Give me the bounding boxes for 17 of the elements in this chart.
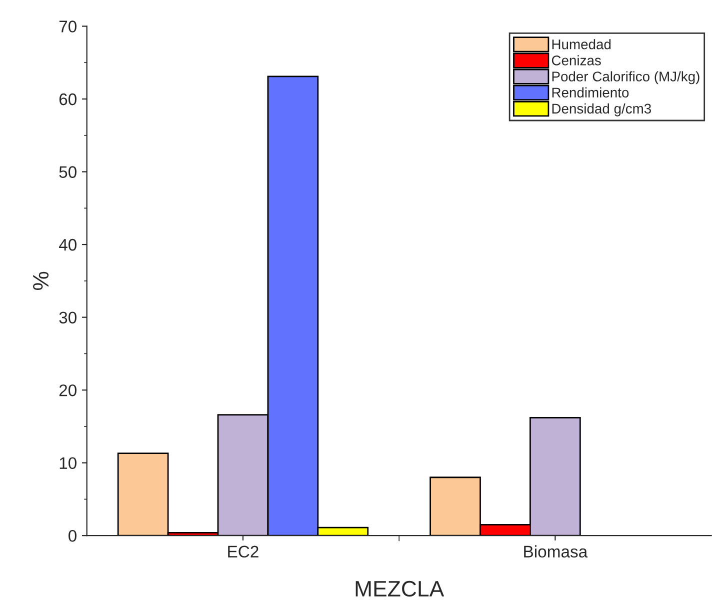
- y-tick-label: 60: [59, 93, 76, 106]
- x-tick-label: Biomasa: [524, 545, 588, 558]
- legend-label: Humedad: [552, 39, 611, 50]
- y-tick-label: 70: [59, 20, 76, 32]
- legend-label: Densidad g/cm3: [552, 103, 651, 116]
- x-tick-label: EC2: [228, 546, 258, 558]
- y-tick-label: 20: [59, 384, 76, 396]
- legend-label: Rendimiento: [552, 87, 629, 98]
- legend-label: Poder Calorifico (MJ/kg): [552, 71, 700, 84]
- y-axis-title: %: [33, 272, 49, 290]
- y-tick-label: 50: [59, 166, 76, 178]
- y-tick-label: 30: [59, 312, 76, 324]
- legend-label: Cenizas: [552, 55, 601, 66]
- x-axis-title: MEZCLA: [356, 580, 444, 597]
- y-tick-label: 10: [60, 457, 76, 470]
- y-tick-label: 40: [58, 238, 76, 251]
- y-tick-label: 0: [68, 530, 76, 542]
